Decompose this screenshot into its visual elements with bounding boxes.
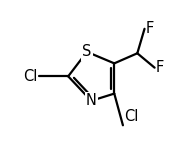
Text: F: F [156,60,164,75]
Text: Cl: Cl [124,109,139,124]
Text: N: N [86,93,97,108]
Text: Cl: Cl [24,69,38,84]
Text: S: S [82,44,92,59]
Text: F: F [146,21,154,36]
